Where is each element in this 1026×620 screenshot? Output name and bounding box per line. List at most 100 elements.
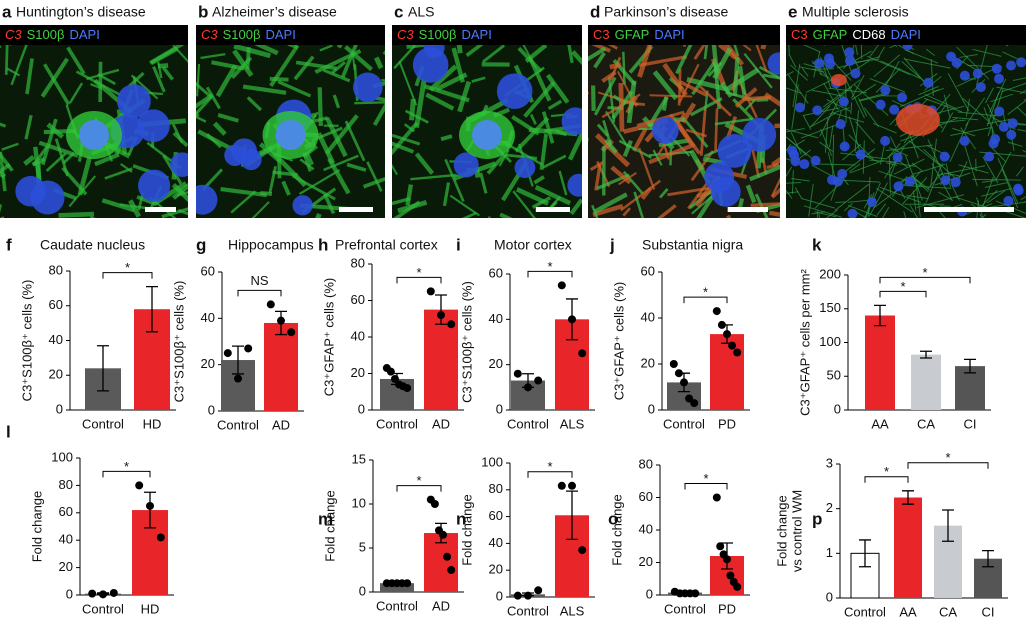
bar — [865, 315, 895, 410]
fiber — [844, 203, 853, 212]
fiber — [933, 88, 944, 93]
fiber — [889, 136, 897, 148]
scale-bar — [338, 207, 373, 212]
nucleus — [880, 85, 891, 96]
fiber — [851, 83, 877, 101]
fiber — [762, 73, 780, 80]
fiber — [786, 182, 801, 184]
fiber — [825, 209, 839, 218]
fiber — [593, 192, 628, 214]
x-tick-label: CI — [964, 416, 977, 431]
data-point — [287, 328, 296, 337]
fiber — [810, 105, 831, 128]
fiber — [854, 110, 860, 151]
fiber — [269, 76, 289, 82]
data-point — [266, 300, 275, 309]
nucleus — [1016, 57, 1026, 68]
fiber — [768, 210, 780, 217]
y-tick-label: 60 — [489, 508, 503, 523]
fiber — [864, 107, 880, 128]
fiber — [652, 149, 663, 166]
fiber — [1017, 128, 1026, 132]
error-bar — [920, 350, 932, 359]
error-bar — [232, 345, 244, 375]
chart-title: Substantia nigra — [642, 237, 743, 253]
nucleus — [998, 121, 1009, 132]
y-tick-label: 200 — [819, 266, 841, 281]
scale-bar — [924, 207, 1014, 212]
fiber — [428, 64, 458, 92]
fiber — [859, 93, 889, 102]
fiber — [656, 204, 677, 218]
stain-label: DAPI — [265, 27, 295, 42]
panel-title: Multiple sclerosis — [802, 4, 909, 20]
fiber — [414, 152, 435, 175]
fiber — [346, 162, 367, 172]
fiber — [638, 55, 687, 67]
nucleus — [496, 73, 533, 109]
fiber — [786, 143, 792, 152]
fiber — [101, 198, 136, 213]
x-tick-label: CA — [917, 416, 935, 431]
nucleus — [835, 119, 846, 130]
nucleus — [902, 45, 913, 51]
panel-letter: b — [198, 2, 208, 21]
significance-bracket — [102, 470, 151, 478]
stain-bar — [786, 25, 1026, 45]
fiber — [790, 64, 809, 81]
data-point — [403, 384, 412, 393]
fiber — [414, 79, 427, 129]
y-tick-label: 60 — [641, 263, 655, 278]
fiber — [442, 182, 451, 207]
fiber — [272, 170, 298, 177]
data-point — [717, 320, 726, 329]
x-tick-label: ALS — [560, 603, 585, 618]
fiber — [843, 74, 865, 119]
fiber — [868, 177, 871, 217]
fiber — [317, 87, 323, 126]
fiber — [823, 79, 861, 108]
fiber — [855, 121, 875, 144]
fiber — [200, 53, 226, 60]
bar — [264, 322, 298, 411]
fiber — [836, 56, 881, 69]
y-tick-label: 1 — [826, 545, 833, 560]
fiber — [962, 97, 990, 123]
significance-bracket — [527, 270, 573, 278]
fiber — [633, 191, 645, 218]
fiber — [945, 163, 951, 188]
significance-bracket — [527, 471, 573, 478]
y-axis-label: Fold change — [322, 490, 337, 562]
y-tick-label: 60 — [59, 504, 73, 519]
fiber — [0, 122, 7, 128]
fiber — [841, 45, 853, 75]
x-tick-label: Control — [82, 416, 124, 431]
micrograph — [786, 45, 1026, 218]
fiber — [801, 67, 809, 77]
fiber — [258, 142, 282, 164]
panel-letter: p — [812, 509, 822, 528]
nucleus — [810, 155, 821, 166]
nucleus — [838, 96, 849, 107]
stain-legend: C3 S100β DAPI — [201, 27, 296, 42]
x-tick-label: Control — [376, 598, 418, 613]
fiber — [886, 162, 898, 166]
stain-label: C3 — [791, 27, 808, 42]
error-bar — [144, 491, 156, 529]
micrograph — [196, 45, 385, 218]
fiber — [972, 178, 1021, 181]
nucleus — [170, 152, 188, 177]
fiber — [610, 165, 632, 185]
significance-label: * — [416, 265, 421, 280]
fiber — [471, 76, 486, 83]
fiber — [205, 86, 221, 110]
fiber — [211, 60, 245, 71]
panel-letter: n — [456, 509, 466, 528]
x-tick-label: Control — [663, 416, 705, 431]
data-point — [568, 315, 576, 324]
fiber — [24, 114, 33, 140]
fiber — [863, 215, 867, 218]
fiber — [362, 176, 385, 189]
fiber — [686, 77, 727, 92]
fiber — [251, 201, 270, 218]
